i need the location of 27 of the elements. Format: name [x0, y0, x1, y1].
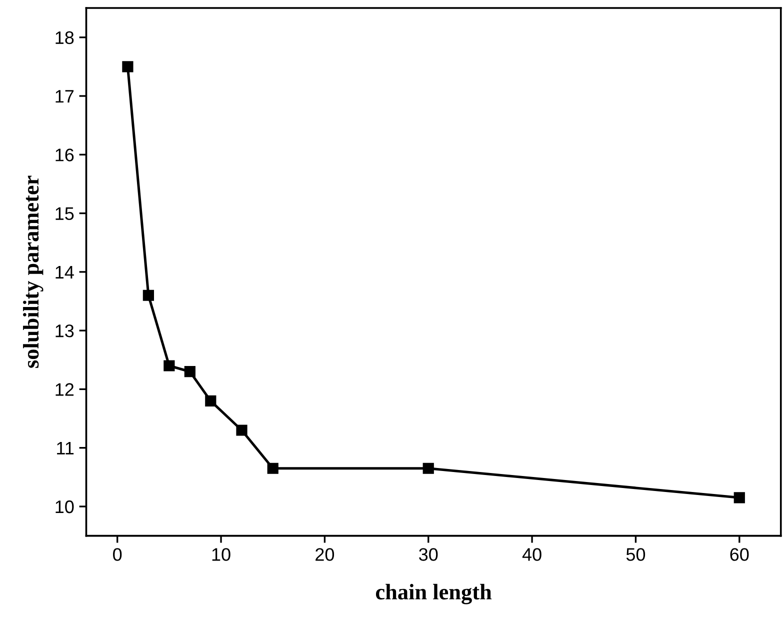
y-tick-label: 15 — [56, 207, 74, 220]
y-tick-label: 16 — [56, 148, 74, 162]
y-tick-label: 17 — [56, 90, 74, 103]
y-tick-label: 11 — [57, 442, 74, 454]
point — [184, 366, 196, 378]
point — [205, 395, 216, 406]
point — [122, 61, 134, 72]
point — [422, 462, 434, 474]
x-tick-label: 50 — [626, 548, 646, 561]
point — [236, 424, 248, 436]
y-tick-label: 18 — [56, 31, 74, 44]
x-axis-title: chain length — [376, 584, 492, 604]
y-tick-label: 12 — [56, 383, 74, 396]
y-tick-label: 13 — [56, 324, 74, 338]
x-tick-label: 60 — [730, 548, 749, 561]
point — [734, 492, 745, 504]
y-axis-title: solubility parameter — [23, 176, 44, 368]
x-tick-label: 20 — [316, 548, 334, 561]
point — [267, 462, 278, 474]
x-tick-label: 30 — [419, 548, 438, 561]
point — [142, 290, 154, 301]
y-tick-label: 14 — [56, 266, 74, 278]
x-tick-label: 10 — [212, 548, 230, 561]
point — [164, 360, 175, 372]
y-tick-label: 10 — [56, 500, 74, 514]
x-tick-label: 0 — [113, 548, 122, 561]
x-tick-label: 40 — [522, 548, 542, 561]
